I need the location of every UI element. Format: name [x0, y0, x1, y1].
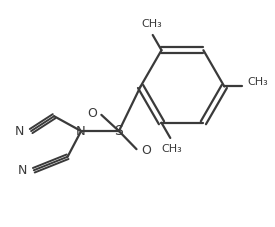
Text: S: S: [115, 124, 123, 138]
Text: CH₃: CH₃: [161, 144, 182, 154]
Text: CH₃: CH₃: [248, 77, 269, 87]
Text: N: N: [18, 164, 27, 177]
Text: N: N: [76, 125, 86, 138]
Text: O: O: [87, 107, 97, 120]
Text: CH₃: CH₃: [141, 19, 162, 29]
Text: N: N: [15, 125, 24, 138]
Text: O: O: [141, 144, 151, 157]
